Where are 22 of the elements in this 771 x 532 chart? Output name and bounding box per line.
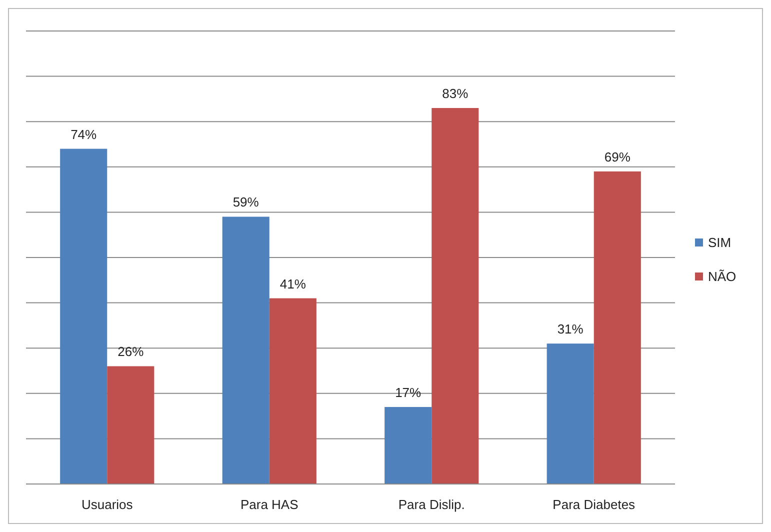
bar	[60, 148, 108, 484]
x-tick-label: Para HAS	[240, 497, 299, 512]
bar	[222, 216, 270, 484]
x-tick-label: Para Diabetes	[552, 497, 636, 512]
bar	[384, 406, 432, 484]
data-label: 59%	[232, 194, 260, 210]
bar	[269, 298, 316, 484]
x-tick-label: Usuarios	[81, 497, 134, 512]
bar	[107, 366, 154, 484]
bar	[546, 344, 594, 484]
data-label: 26%	[118, 344, 144, 360]
data-label: 17%	[395, 384, 422, 400]
data-label: 31%	[557, 322, 584, 337]
bar	[594, 171, 641, 484]
data-label: 69%	[604, 149, 631, 164]
data-label: 74%	[70, 126, 98, 142]
bar	[432, 108, 479, 484]
legend-label: SIM	[708, 235, 732, 250]
legend-label: NÃO	[708, 269, 736, 284]
data-label: 83%	[442, 86, 469, 102]
data-label: 41%	[280, 276, 306, 292]
x-tick-label: Para Dislip.	[398, 497, 465, 512]
